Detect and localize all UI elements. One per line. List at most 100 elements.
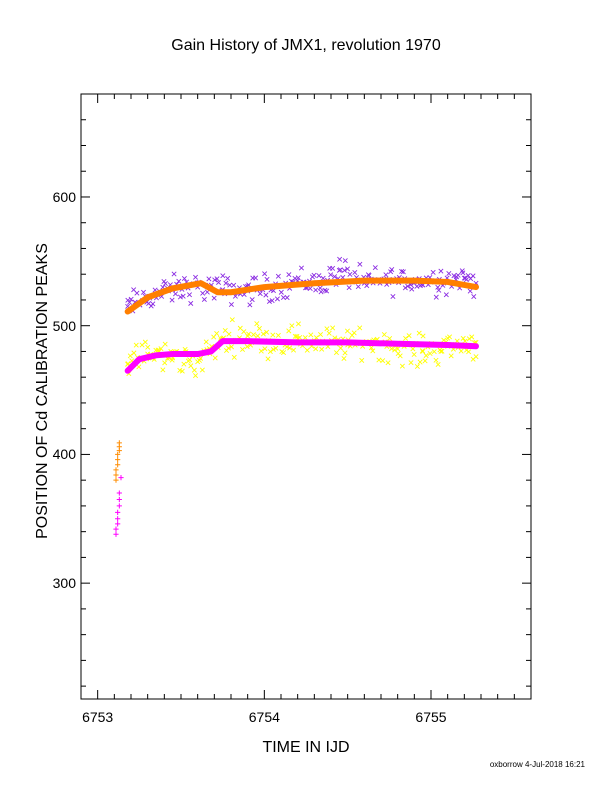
data-point [187,357,193,363]
series-line [124,277,479,315]
data-point [402,285,408,291]
data-point [420,348,426,354]
data-point [188,300,194,306]
data-point [199,367,205,373]
data-point [214,276,220,282]
data-point [244,344,250,350]
data-point [430,269,436,275]
data-point [324,326,330,332]
data-point [347,271,353,277]
data-point [206,276,212,282]
data-point [113,467,119,473]
data-point [332,335,338,341]
data-point [403,335,409,341]
data-point [289,323,295,329]
data-point [228,301,234,308]
data-point [127,353,133,359]
data-point [466,349,472,355]
data-point [273,345,279,351]
data-point [113,477,119,483]
data-point [395,346,401,352]
data-point [324,288,330,294]
data-point [423,353,429,359]
data-point [287,345,293,351]
data-point [280,350,287,356]
y-tick-label: 500 [52,317,76,334]
data-point [211,295,217,301]
data-point [186,292,193,298]
data-point [169,297,175,303]
data-point [333,350,339,356]
data-point [216,279,222,286]
data-point [145,344,151,350]
data-point [249,297,255,303]
data-point [318,289,324,295]
data-point [338,345,344,351]
data-point [181,361,187,367]
data-point [336,267,342,273]
data-point [177,294,183,300]
data-point [263,292,269,298]
data-point [116,490,122,496]
data-point [447,334,453,340]
data-point [191,367,197,373]
data-point [298,265,304,271]
data-point [330,265,336,271]
data-point [118,474,124,481]
data-point [427,350,433,356]
data-point [470,273,476,279]
data-point [319,346,325,352]
data-point [359,357,365,363]
data-point [328,272,334,278]
data-point [435,284,441,290]
y-tick-label: 300 [52,575,76,592]
data-point [241,329,247,335]
data-point [357,261,363,267]
data-point [284,344,290,350]
data-point [142,339,148,345]
data-point [226,331,232,337]
data-point [313,287,319,293]
data-point [116,440,122,446]
data-point [337,256,343,262]
data-point [212,355,218,361]
data-point [389,346,395,352]
data-point [113,531,119,537]
data-point [133,342,139,348]
data-point [416,330,422,336]
data-point [405,283,411,289]
data-point [317,285,323,291]
data-point [462,338,468,344]
data-point [192,373,199,379]
data-point [258,348,264,354]
data-point [113,526,119,532]
data-point [420,333,426,339]
data-point [162,360,168,366]
data-point [115,462,121,468]
data-point [318,331,324,337]
data-point [214,330,220,336]
data-point [473,354,479,360]
data-point [326,330,332,336]
data-point [406,333,412,339]
data-point [227,282,233,288]
data-point [461,275,467,281]
data-point [176,278,182,284]
data-point [458,348,464,354]
data-point [231,282,237,288]
data-point [352,270,358,276]
data-point [385,360,391,366]
data-point [270,347,276,353]
data-point [172,291,179,297]
data-point [389,267,395,273]
data-point [254,321,260,327]
data-point [433,294,439,300]
data-point [223,280,229,286]
data-point [162,280,168,287]
data-point [267,349,273,355]
data-point [265,356,271,362]
data-point [399,363,405,369]
data-point [409,286,415,292]
data-point [446,270,452,277]
data-point [387,335,393,342]
